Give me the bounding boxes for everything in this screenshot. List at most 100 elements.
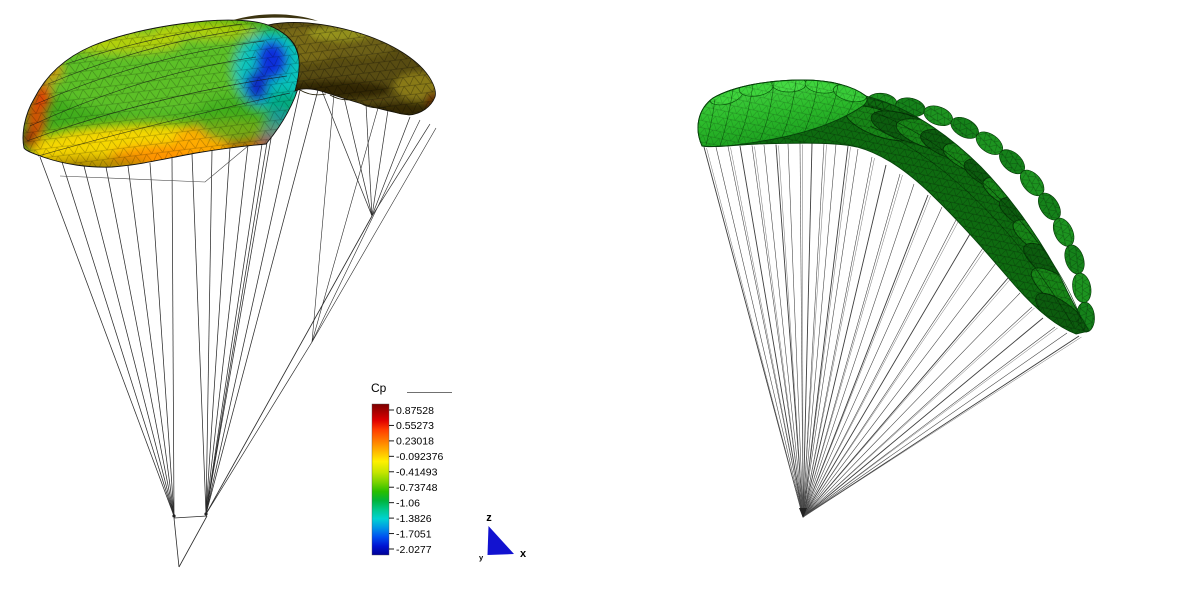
canopy-scallop: [950, 117, 979, 139]
legend-tick-label: -2.0277: [396, 544, 432, 556]
canopy-scallop: [976, 131, 1003, 155]
suspension-line: [739, 145, 804, 518]
suspension-line: [802, 335, 1080, 518]
legend-labels: 0.87528 0.55273 0.23018 -0.092376 -0.414…: [396, 405, 443, 556]
legend-tick-label: 0.87528: [396, 405, 434, 417]
canopy-scallop: [923, 105, 953, 126]
suspension-line: [39, 156, 175, 517]
suspension-line: [778, 145, 804, 518]
suspension-line: [371, 123, 431, 217]
axis-triad-icon: [487, 526, 514, 555]
suspension-line: [802, 327, 1058, 518]
cascade-line: [59, 145, 249, 183]
suspension-line: [802, 233, 971, 518]
suspension-line: [802, 143, 813, 518]
suspension-line: [205, 89, 301, 515]
suspension-line: [706, 147, 804, 518]
suspension-line: [802, 144, 827, 518]
suspension-line: [703, 146, 804, 518]
suspension-line: [205, 97, 279, 515]
legend-ticks: [389, 409, 394, 550]
suspension-line: [763, 144, 804, 518]
line-knot: [172, 514, 176, 518]
suspension-line: [802, 143, 837, 518]
legend-tick-label: -1.06: [396, 498, 420, 510]
suspension-line: [311, 127, 437, 343]
suspension-line: [171, 157, 175, 517]
suspension-line: [802, 248, 986, 518]
suspension-line: [799, 143, 804, 518]
suspension-line: [802, 195, 931, 518]
axis-triad: z x y: [479, 512, 527, 562]
suspension-line: [802, 144, 804, 518]
suspension-line: [205, 149, 213, 515]
legend-title: Cp: [371, 381, 387, 395]
canopy-scallop: [1053, 218, 1075, 247]
suspension-line: [149, 162, 175, 517]
suspension-line: [802, 220, 959, 518]
suspension-line: [802, 206, 943, 518]
suspension-line: [311, 119, 421, 343]
suspension-line: [802, 174, 903, 518]
suspension-line: [311, 107, 379, 343]
suspension-line: [787, 143, 804, 518]
suspension-line: [205, 144, 249, 515]
legend-tick-label: -0.092376: [396, 451, 443, 463]
suspension-line: [802, 332, 1068, 518]
suspension-line: [802, 145, 849, 518]
suspension-line: [205, 143, 263, 515]
suspension-line: [802, 306, 1033, 518]
left-canopy-surface: [22, 19, 301, 168]
suspension-line: [730, 147, 804, 518]
right-scallop-mesh: [866, 93, 1095, 333]
suspension-line: [205, 146, 231, 515]
axis-label-z: z: [486, 512, 492, 524]
suspension-line: [127, 165, 175, 517]
axis-label-y: y: [479, 553, 484, 562]
right-line-confluence-knot: [799, 508, 807, 518]
suspension-line: [802, 164, 887, 518]
axis-label-x: x: [520, 548, 527, 560]
suspension-line: [802, 278, 1011, 518]
suspension-line: [205, 117, 272, 515]
legend-tick-label: 0.23018: [396, 436, 434, 448]
suspension-line: [61, 161, 175, 517]
suspension-line: [365, 103, 373, 217]
suspension-line: [802, 336, 1082, 518]
line-knot: [204, 512, 208, 516]
suspension-line: [371, 109, 389, 217]
canopy-scallop: [895, 97, 926, 117]
suspension-line: [105, 166, 175, 517]
legend-tick-label: -0.41493: [396, 467, 438, 479]
suspension-line: [727, 146, 804, 518]
cp-legend: Cp 0.87528 0.55273 0.23018 -0.092376 -0.…: [371, 381, 452, 556]
right-panel: [697, 79, 1095, 518]
suspension-line: [802, 194, 929, 518]
suspension-line: [802, 183, 915, 518]
legend-tick-label: -0.73748: [396, 482, 438, 494]
suspension-line: [83, 165, 175, 517]
suspension-line: [371, 116, 411, 217]
cascade-line: [205, 341, 313, 515]
left-underside-scallops: [299, 89, 415, 115]
suspension-line: [343, 96, 373, 217]
suspension-line: [802, 277, 1009, 518]
suspension-line: [802, 326, 1056, 518]
suspension-line: [715, 146, 804, 518]
canopy-scallop: [866, 93, 897, 112]
suspension-line: [802, 146, 851, 518]
suspension-line: [754, 146, 804, 518]
legend-tick-label: 0.55273: [396, 420, 434, 432]
suspension-line: [802, 148, 859, 518]
suspension-line: [321, 90, 373, 217]
canopy-scallop: [1064, 244, 1085, 274]
suspension-line: [802, 156, 873, 518]
suspension-line: [775, 144, 804, 518]
legend-tick-label: -1.3826: [396, 513, 432, 525]
legend-tick-label: -1.7051: [396, 528, 432, 540]
suspension-line: [802, 143, 825, 518]
suspension-line: [802, 157, 875, 518]
canopy-scallop: [1020, 170, 1045, 196]
suspension-line: [311, 93, 335, 343]
